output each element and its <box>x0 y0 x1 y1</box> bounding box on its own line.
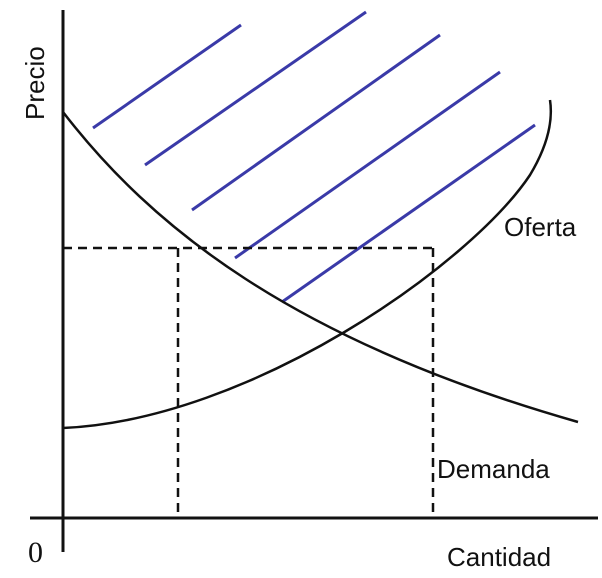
hatch-line <box>144 10 367 167</box>
hatching <box>92 10 536 304</box>
supply-label: Oferta <box>504 212 577 242</box>
y-axis-label: Precio <box>20 46 50 120</box>
demand-curve <box>62 111 579 424</box>
demand-label: Demanda <box>437 454 550 484</box>
hatch-line <box>92 23 242 130</box>
supply-curve <box>62 99 553 430</box>
hatch-line <box>281 123 536 304</box>
hatch-line <box>234 70 501 260</box>
x-axis-label: Cantidad <box>447 542 551 572</box>
guides <box>63 246 435 518</box>
origin-label: 0 <box>28 536 43 569</box>
hatch-line <box>191 33 441 212</box>
